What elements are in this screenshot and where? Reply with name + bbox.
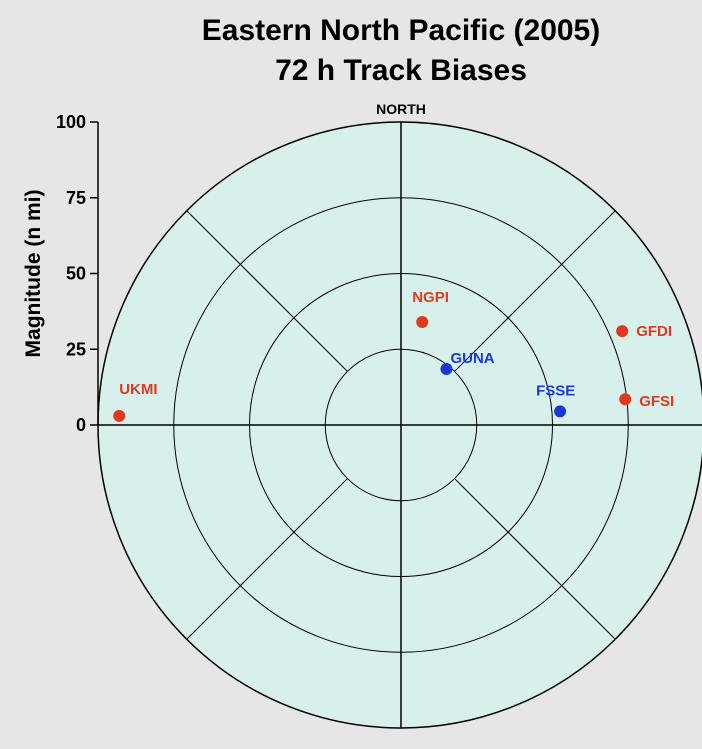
- y-tick-label: 25: [66, 339, 86, 359]
- y-tick-label: 0: [76, 415, 86, 435]
- chart-title: Eastern North Pacific (2005): [201, 14, 601, 47]
- spoke-315: [454, 478, 616, 640]
- spoke-135: [186, 210, 348, 372]
- point-label-gfsi: GFSI: [639, 393, 674, 410]
- north-label: NORTH: [376, 101, 426, 117]
- data-point-ngpi: [416, 315, 429, 328]
- point-label-ngpi: NGPI: [412, 289, 449, 306]
- y-tick-label: 50: [66, 264, 86, 284]
- spoke-225: [186, 478, 348, 640]
- spoke-45: [454, 210, 616, 372]
- y-axis-label: Magnitude (n mi): [22, 190, 45, 358]
- data-point-gfdi: [616, 325, 629, 338]
- point-label-gfdi: GFDI: [636, 323, 672, 340]
- data-point-fsse: [554, 405, 567, 418]
- point-label-ukmi: UKMI: [119, 381, 157, 398]
- data-point-gfsi: [619, 393, 632, 406]
- data-point-guna: [440, 362, 453, 375]
- chart-subtitle: 72 h Track Biases: [275, 54, 527, 87]
- point-label-guna: GUNA: [450, 350, 494, 367]
- data-point-ukmi: [113, 409, 126, 422]
- y-tick-label: 75: [66, 188, 86, 208]
- y-tick-label: 100: [56, 112, 86, 132]
- point-label-fsse: FSSE: [536, 382, 575, 399]
